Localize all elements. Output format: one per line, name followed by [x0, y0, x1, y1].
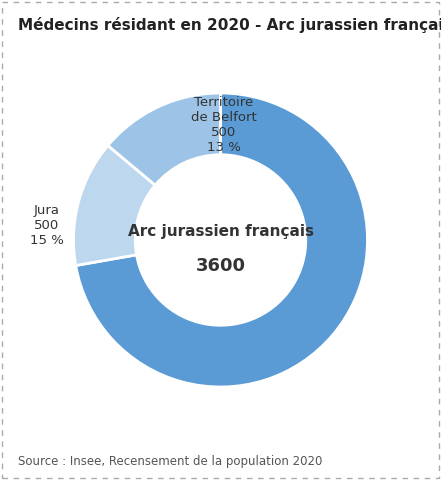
Text: Doubs
2600
72 %: Doubs 2600 72 %: [375, 226, 417, 269]
Text: Jura
500
15 %: Jura 500 15 %: [30, 204, 64, 247]
Wedge shape: [74, 145, 155, 265]
Text: Médecins résidant en 2020 - Arc jurassien français: Médecins résidant en 2020 - Arc jurassie…: [18, 17, 441, 33]
Text: Arc jurassien français: Arc jurassien français: [127, 224, 314, 239]
Wedge shape: [76, 93, 367, 387]
Wedge shape: [108, 93, 220, 185]
Text: Source : Insee, Recensement de la population 2020: Source : Insee, Recensement de la popula…: [18, 455, 322, 468]
Text: Territoire
de Belfort
500
13 %: Territoire de Belfort 500 13 %: [191, 96, 256, 155]
Text: 3600: 3600: [195, 257, 246, 276]
